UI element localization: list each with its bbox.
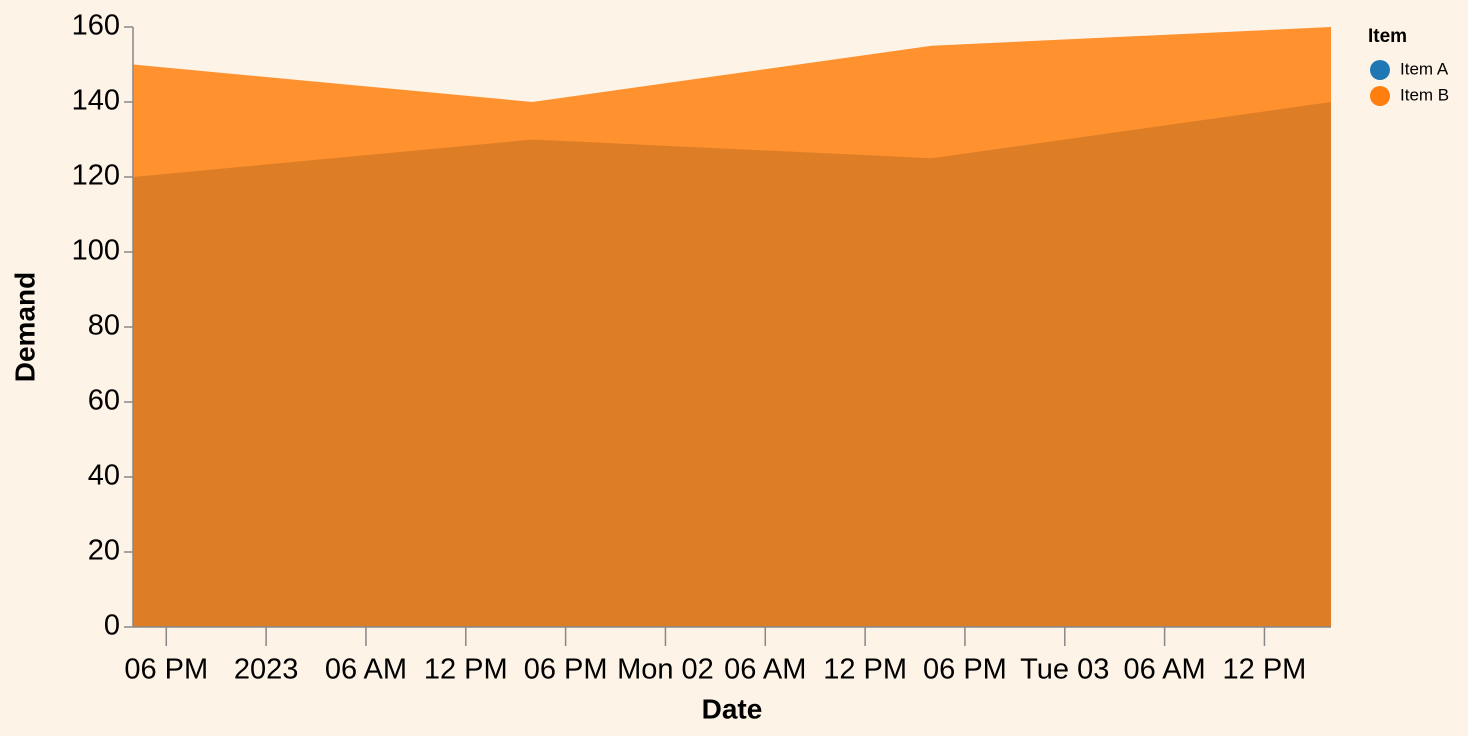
legend-symbol <box>1370 86 1390 106</box>
plot-area <box>133 27 1331 627</box>
y-tick-label: 160 <box>72 10 120 42</box>
legend-label: Item A <box>1400 59 1449 78</box>
y-tick-label: 60 <box>88 385 120 417</box>
x-tick-label: 06 AM <box>724 654 806 686</box>
y-tick-label: 140 <box>72 85 120 117</box>
y-tick-label: 40 <box>88 460 120 492</box>
x-tick-label: Tue 03 <box>1020 654 1109 686</box>
y-tick-label: 100 <box>72 235 120 267</box>
x-tick-label: 06 PM <box>124 654 208 686</box>
x-tick-label: 2023 <box>234 654 299 686</box>
x-tick-label: 12 PM <box>823 654 907 686</box>
area <box>133 27 1331 627</box>
legend-title: Item <box>1368 26 1407 47</box>
x-tick-label: Mon 02 <box>617 654 714 686</box>
legend-symbol <box>1370 60 1390 80</box>
x-tick-label: 06 PM <box>923 654 1007 686</box>
x-tick-label: 12 PM <box>1223 654 1307 686</box>
y-tick-label: 120 <box>72 160 120 192</box>
y-axis-title: Demand <box>9 272 40 382</box>
y-tick-label: 0 <box>104 610 120 642</box>
x-tick-label: 06 AM <box>325 654 407 686</box>
x-tick-label: 12 PM <box>424 654 508 686</box>
y-tick-label: 20 <box>88 535 120 567</box>
x-tick-label: 06 PM <box>524 654 608 686</box>
y-tick-label: 80 <box>88 310 120 342</box>
x-axis-title: Date <box>702 693 763 724</box>
x-tick-label: 06 AM <box>1124 654 1206 686</box>
legend-label: Item B <box>1400 85 1449 104</box>
